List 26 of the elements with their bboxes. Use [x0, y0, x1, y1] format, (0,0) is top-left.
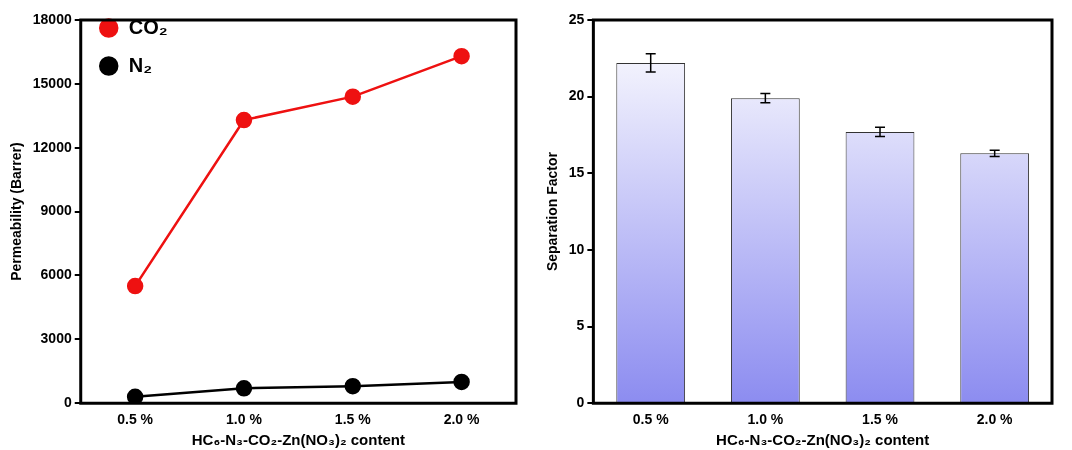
y-tick-label: 15000: [32, 74, 72, 91]
y-tick-label: 0: [576, 394, 585, 411]
y-tick-label: 3000: [40, 330, 72, 347]
y-tick-label: 6000: [40, 266, 72, 283]
x-axis-title: HC₆-N₃-CO₂-Zn(NO₃)₂ content: [716, 431, 930, 449]
y-tick-label: 5: [576, 317, 585, 334]
y-tick-label: 20: [568, 87, 585, 104]
y-tick-label: 25: [568, 10, 585, 27]
x-tick-label: 2.0 %: [443, 411, 481, 428]
y-axis-title: Separation Factor: [544, 151, 561, 272]
y-tick-label: 0: [63, 394, 72, 411]
legend-label: N₂: [128, 53, 153, 76]
x-tick-label: 1.5 %: [862, 411, 899, 428]
y-axis-title: Permeability (Barrer): [8, 142, 25, 281]
y-tick-label: 12000: [32, 138, 72, 155]
x-tick-label: 2.0 %: [976, 411, 1014, 428]
y-tick-label: 10: [568, 240, 585, 257]
x-tick-label: 0.5 %: [632, 411, 670, 428]
y-tick-label: 9000: [40, 202, 72, 219]
y-tick-label: 15: [568, 164, 585, 181]
x-tick-label: 1.5 %: [334, 411, 372, 428]
y-tick-label: 18000: [32, 10, 72, 27]
x-tick-label: 0.5 %: [117, 411, 154, 428]
x-tick-label: 1.0 %: [226, 411, 263, 428]
x-tick-label: 1.0 %: [747, 411, 784, 428]
x-axis-title: HC₆-N₃-CO₂-Zn(NO₃)₂ content: [191, 431, 405, 449]
